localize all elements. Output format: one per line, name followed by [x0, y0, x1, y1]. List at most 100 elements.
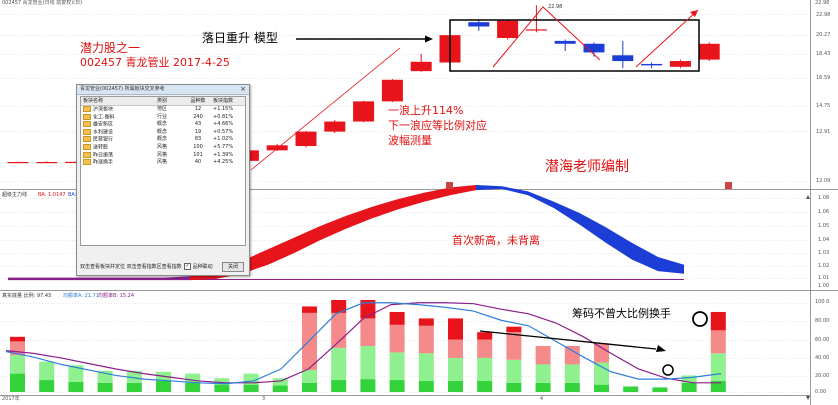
sector-name: 民营银行 — [93, 136, 114, 143]
bar-green — [68, 381, 84, 392]
candle-body — [410, 61, 432, 72]
sector-type: 概念 — [157, 121, 168, 128]
sector-name: 沪深板块 — [93, 106, 114, 113]
bar-lightgreen — [39, 361, 55, 381]
col-index-header[interactable]: 板块指数 — [213, 98, 234, 104]
note-chips: 筹码不曾大比例换手 — [572, 307, 671, 320]
col-count-header[interactable]: 品种数 — [190, 98, 206, 104]
link-checkbox[interactable]: ✓ — [184, 263, 191, 270]
bar-green — [302, 382, 317, 392]
bar-lightgreen — [68, 365, 84, 382]
bar-green — [418, 380, 434, 392]
link-checkbox-group[interactable]: ✓ 品种联动 — [184, 262, 213, 272]
bar-lightgreen — [389, 352, 405, 381]
price-tick: 12.91 — [816, 129, 831, 135]
table-row[interactable]: 水利建设 概念 19 +0.57% — [81, 128, 245, 137]
ind2-tick: 20.00 — [815, 373, 830, 379]
scroll-arrow-bottom[interactable] — [806, 396, 810, 400]
chips-arrow — [479, 330, 657, 350]
folder-icon — [83, 113, 91, 120]
price-tick: 18.43 — [816, 51, 831, 57]
bar-pink — [594, 343, 609, 363]
bar-green — [272, 385, 288, 392]
ind2-param-b: 均额率B: 15.24 — [98, 293, 135, 299]
bar-green — [360, 379, 376, 392]
table-row[interactable]: 雄安新区 概念 43 +4.66% — [81, 121, 245, 129]
ind2-param-a: 均额率A: 21.71 — [63, 293, 99, 299]
table-row[interactable]: 昨涨换手 风格 40 +4.25% — [81, 159, 245, 167]
volume-ma-lines — [5, 302, 722, 385]
ind2-tick: 0.00 — [815, 389, 827, 395]
ind1-name: 超级主力线 — [2, 192, 28, 198]
ind2-tick: 80.00 — [815, 318, 830, 324]
bar-lightgreen — [272, 378, 288, 386]
bar-pink — [302, 312, 317, 370]
close-button[interactable]: 关闭 — [222, 262, 244, 272]
col-type-header[interactable]: 类别 — [157, 98, 168, 104]
gridlines — [0, 14, 810, 393]
bar-pink — [360, 318, 376, 346]
bar-green — [39, 380, 55, 392]
dialog-titlebar[interactable]: 青龙管业(002457) 所属板块交叉参考 × — [77, 85, 249, 95]
candle-body — [36, 162, 58, 164]
bar-lightgreen — [97, 370, 113, 383]
bar-red — [418, 318, 434, 326]
dialog-close-icon[interactable]: × — [240, 85, 246, 93]
sector-name: 昨涨换手 — [93, 159, 114, 166]
sector-index: +0.81% — [213, 113, 234, 120]
table-row[interactable]: 化工-塑料 行业 240 +0.81% — [81, 113, 245, 122]
bar-red — [331, 300, 347, 313]
bar-red — [389, 311, 405, 325]
wave-line-right — [635, 9, 699, 68]
bar-green — [214, 384, 230, 392]
bar-green — [156, 380, 171, 392]
ind2-tick: 60.00 — [815, 337, 830, 343]
date-marker-1 — [446, 182, 453, 189]
pattern-arrow-head — [425, 35, 433, 43]
bar-lightgreen — [214, 378, 230, 385]
candle-body — [65, 161, 87, 164]
note-stock-line: 002457 青龙管业 2017-4-25 — [80, 56, 230, 69]
bar-pink — [331, 312, 347, 348]
sector-count: 19 — [194, 128, 202, 135]
col-name-header[interactable]: 板块名称 — [83, 98, 104, 104]
ind1-tick: 1.05 — [818, 223, 830, 229]
bar-green — [126, 382, 142, 392]
sector-table[interactable]: 板块名称 类别 品种数 板块指数 沪深板块 地区 12 +1.15% 化工-塑料 行业 2… — [80, 96, 246, 246]
ind1-tick: 1.02 — [818, 263, 830, 269]
bar-pink — [418, 325, 434, 354]
table-row[interactable]: 沪深板块 地区 12 +1.15% — [81, 106, 245, 114]
price-tick: 14.75 — [816, 103, 831, 109]
folder-icon — [83, 159, 91, 166]
table-row[interactable]: 民营银行 概念 83 +1.02% — [81, 136, 245, 144]
table-row[interactable]: 送转股 风格 100 +5.77% — [81, 143, 245, 152]
candle-body — [468, 22, 490, 27]
sector-type: 概念 — [157, 128, 168, 135]
candle-body — [612, 55, 634, 62]
note-new-high: 首次新高，未背离 — [452, 234, 540, 247]
bar-green — [185, 382, 201, 392]
ind1-tick: 1.03 — [818, 250, 830, 256]
ind1-tick: 1.08 — [818, 195, 830, 201]
sector-crossref-dialog[interactable]: 青龙管业(002457) 所属板块交叉参考 × 板块名称 类别 品种数 板块指数… — [76, 84, 250, 276]
bar-green — [594, 384, 609, 392]
bar-lightgreen — [506, 359, 522, 383]
ind2-tick: 100.0 — [815, 299, 830, 305]
sector-name: 雄安新区 — [93, 121, 114, 128]
table-row[interactable]: 昨日振荡 风格 101 +1.39% — [81, 151, 245, 160]
folder-icon — [83, 128, 91, 135]
x-tick: 2017年 — [2, 396, 20, 402]
scroll-arrow-top[interactable] — [806, 195, 810, 199]
footer-hint: 双击查看板块并定位 双击查看指数区查看指数 — [80, 264, 182, 270]
bar-green — [10, 373, 25, 392]
bar-green — [448, 380, 463, 392]
bar-pink — [448, 339, 463, 358]
bar-lightgreen — [302, 369, 317, 383]
note-pattern: 落日重升 模型 — [202, 31, 278, 45]
table-header: 板块名称 类别 品种数 板块指数 — [81, 97, 245, 106]
bar-green — [243, 384, 259, 392]
bar-green — [681, 382, 697, 392]
window-title: 002457 青龙管业(日线 前复权)(日) — [2, 0, 83, 6]
peak-label: 22.98 — [548, 4, 563, 10]
